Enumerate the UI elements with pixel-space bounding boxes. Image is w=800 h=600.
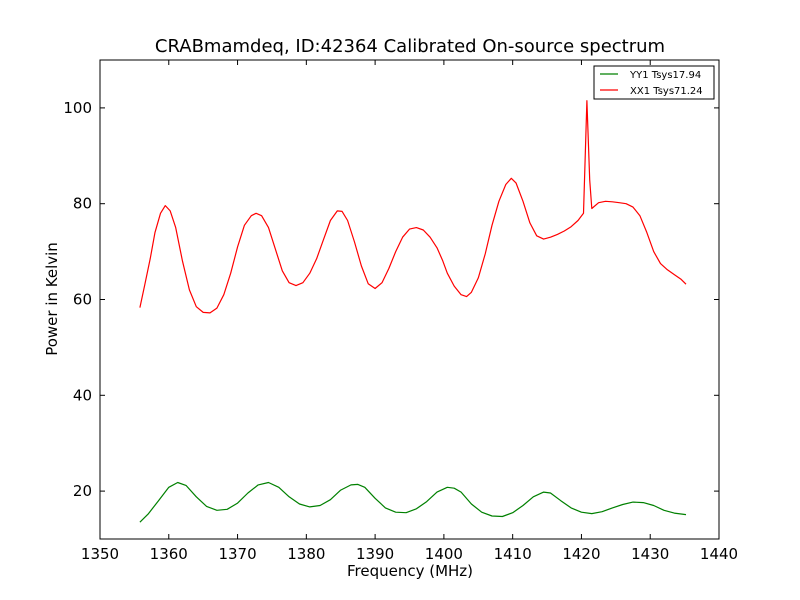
y-tick-label: 60 (73, 291, 92, 309)
legend-label-yy1: YY1 Tsys17.94 (629, 70, 701, 81)
y-tick-label: 80 (73, 195, 92, 213)
x-tick-label: 1370 (218, 545, 256, 563)
y-axis: 20 40 60 80 100 (63, 99, 719, 500)
legend: YY1 Tsys17.94 XX1 Tsys71.24 (593, 65, 715, 100)
x-tick-label: 1440 (700, 545, 738, 563)
x-tick-label: 1350 (81, 545, 119, 563)
x-tick-label: 1420 (562, 545, 600, 563)
x-tick-label: 1390 (356, 545, 394, 563)
series-layer (139, 100, 687, 523)
x-axis-label: Frequency (MHz) (347, 562, 473, 580)
x-tick-label: 1410 (494, 545, 532, 563)
y-tick-label: 100 (63, 99, 92, 117)
y-axis-label: Power in Kelvin (43, 242, 61, 356)
chart-title: CRABmamdeq, ID:42364 Calibrated On-sourc… (155, 36, 665, 57)
x-axis: 1350 1360 1370 1380 1390 1400 1410 1420 1430 1440 (81, 60, 738, 563)
x-tick-label: 1360 (150, 545, 188, 563)
series-xx1-line (139, 100, 687, 314)
x-tick-label: 1400 (425, 545, 463, 563)
x-tick-label: 1430 (631, 545, 669, 563)
x-tick-label: 1380 (287, 545, 325, 563)
legend-label-xx1: XX1 Tsys71.24 (630, 86, 703, 97)
legend-box (593, 65, 715, 100)
y-tick-label: 20 (73, 482, 92, 500)
y-tick-label: 40 (73, 386, 92, 404)
series-yy1-line (139, 481, 687, 523)
plot-area (99, 59, 720, 540)
